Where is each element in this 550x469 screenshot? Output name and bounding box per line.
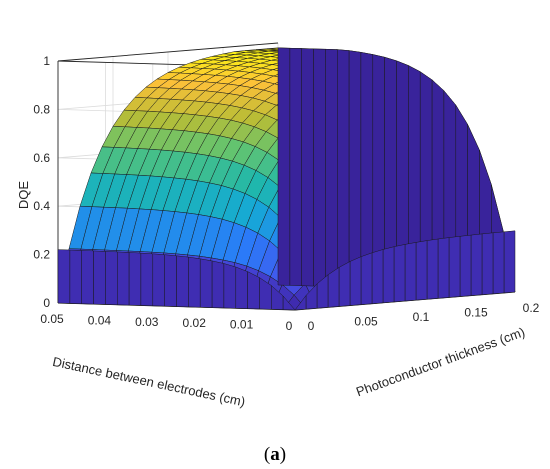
- curtain-patch: [459, 234, 472, 297]
- curtain-patch: [301, 48, 314, 287]
- curtain-patch: [57, 249, 71, 304]
- curtain-patch: [360, 252, 373, 305]
- curtain-patch: [360, 51, 374, 289]
- curtain-patch: [152, 253, 165, 307]
- curtain-patch: [199, 258, 213, 308]
- y-tick-label: 0.03: [135, 315, 159, 329]
- curtain-patch: [448, 236, 461, 298]
- curtain-patch: [247, 271, 260, 310]
- tick-labels: 0 0.2 0.4 0.6 0.8 1 0 0.01 0.02 0.03 0.04 0.05 0 0.05…: [33, 54, 539, 333]
- curtain-patch: [325, 48, 338, 288]
- curtain-patch: [349, 256, 362, 306]
- curtain-patch: [404, 242, 417, 302]
- curtain-patch: [337, 49, 350, 288]
- curtain-patch: [470, 233, 483, 296]
- x-tick-label: 0.05: [354, 315, 378, 329]
- curtain-patch: [348, 50, 362, 288]
- x-tick-label: 0.1: [413, 310, 430, 324]
- x-tick-label: 0: [308, 319, 315, 333]
- curtain-patch: [289, 47, 302, 286]
- curtain-patch: [393, 244, 406, 303]
- y-tick-label: 0: [286, 319, 293, 333]
- curtain-patch: [140, 252, 154, 307]
- curtain-patch: [81, 250, 94, 305]
- curtain-patch: [338, 261, 351, 307]
- curtain-patch: [382, 246, 395, 304]
- y-tick-label: 0.05: [40, 312, 64, 326]
- curtain-patch: [492, 231, 505, 295]
- curtain-patch: [176, 255, 189, 308]
- curtain-patch: [117, 251, 130, 306]
- x-tick-label: 0.2: [523, 301, 540, 315]
- curtain-patch: [235, 266, 248, 309]
- curtain-patch: [188, 256, 201, 308]
- z-tick-label: 0.8: [33, 102, 50, 116]
- z-axis-label: DQE: [16, 181, 31, 210]
- curtain-patch: [164, 254, 177, 307]
- z-tick-label: 1: [43, 54, 50, 68]
- figure-caption: (a): [264, 444, 286, 465]
- curtain-patch: [481, 232, 494, 295]
- curtain-patch: [128, 252, 142, 306]
- curtain-patch: [211, 260, 225, 309]
- caption-letter: a: [270, 444, 280, 465]
- curtain-patch: [277, 47, 291, 286]
- z-tick-label: 0.2: [33, 248, 50, 262]
- x-axis-label: Photoconductor thickness (cm): [354, 324, 527, 399]
- curtain-patch: [415, 240, 428, 301]
- caption-close: ): [280, 444, 286, 465]
- curtain-patch: [437, 237, 450, 299]
- curtain-patch: [223, 263, 237, 309]
- z-tick-label: 0: [43, 296, 50, 310]
- curtain-patch: [503, 230, 516, 294]
- curtain-patch: [93, 250, 106, 305]
- curtain-patch: [426, 238, 439, 300]
- y-tick-label: 0.04: [88, 313, 112, 327]
- curtain-patch: [105, 251, 118, 306]
- z-tick-label: 0.4: [33, 199, 50, 213]
- curtain-patch: [69, 249, 82, 304]
- z-tick-label: 0.6: [33, 151, 50, 165]
- y-tick-label: 0.02: [183, 316, 207, 330]
- surface: [57, 47, 516, 311]
- x-tick-label: 0.15: [464, 306, 488, 320]
- axis-line: [57, 42, 279, 62]
- curtain-patch: [282, 295, 296, 311]
- curtain-patch: [313, 48, 326, 287]
- y-tick-label: 0.01: [230, 318, 254, 332]
- curtain-patch: [294, 294, 307, 311]
- y-axis-label: Distance between electrodes (cm): [51, 354, 246, 410]
- caption-open: (: [264, 444, 270, 465]
- curtain-patch: [371, 249, 384, 304]
